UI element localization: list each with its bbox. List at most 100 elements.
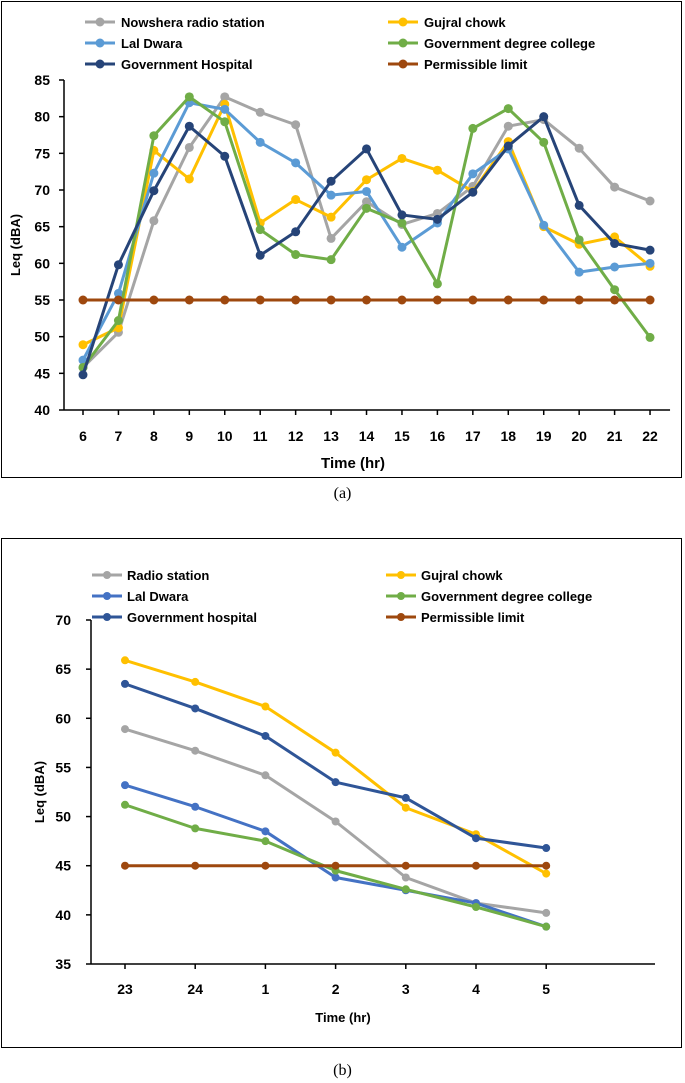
chart-a-series-government-degree-college-point <box>326 255 336 265</box>
chart-b-legend-item-radio-station: Radio station <box>92 568 209 583</box>
chart-b-series-permissible-limit-point <box>191 861 200 870</box>
chart-b-x-tick-label: 5 <box>542 981 550 997</box>
chart-a-series-nowshera-radio-station-point <box>326 233 336 243</box>
chart-b-x-tick-label: 23 <box>117 981 133 997</box>
chart-b-y-tick-label: 70 <box>55 612 71 628</box>
chart-b-y-tick-label: 35 <box>55 956 71 972</box>
chart-b-legend-label: Government hospital <box>127 610 257 625</box>
chart-b-y-tick-label: 50 <box>55 809 71 825</box>
chart-a-series-government-degree-college-point <box>574 235 584 245</box>
chart-a-series-lal-dwara-point <box>255 137 265 147</box>
chart-a-y-tick-label: 65 <box>34 219 50 235</box>
chart-a-series-permissible-limit <box>78 295 655 305</box>
chart-b-series-lal-dwara-point <box>331 873 340 882</box>
chart-a-legend-item-government-degree-college: Government degree college <box>388 36 595 51</box>
chart-b-series-government-degree-college-point <box>191 824 200 833</box>
chart-a-legend-label: Government degree college <box>424 36 595 51</box>
chart-a-x-tick-label: 12 <box>288 428 304 444</box>
chart-a-legend-item-lal-dwara: Lal Dwara <box>85 36 183 51</box>
chart-a-x-axis-label: Time (hr) <box>321 455 385 472</box>
chart-b-caption: (b) <box>333 1062 352 1079</box>
chart-a-series-permissible-limit-point <box>78 295 88 305</box>
chart-b-x-axis-label: Time (hr) <box>315 1010 370 1025</box>
chart-a-series-government-hospital-point <box>220 151 230 161</box>
chart-a-series-government-degree-college-point <box>220 117 230 127</box>
chart-b-series-lal-dwara-point <box>191 802 200 811</box>
chart-a-series-nowshera-radio-station-point <box>645 196 655 206</box>
chart-a-series-government-hospital <box>78 112 655 380</box>
chart-b-series-lal-dwara-point <box>121 781 129 790</box>
chart-a-y-tick-label: 75 <box>34 145 50 161</box>
chart-b-series-permissible-limit-point <box>542 861 551 870</box>
chart-a-y-tick-label: 40 <box>34 402 50 418</box>
chart-a-series-government-degree-college <box>78 92 655 372</box>
chart-a-series-government-hospital-point <box>113 260 123 270</box>
chart-a-series-lal-dwara-point <box>610 262 620 272</box>
chart-a-series-nowshera-radio-station-point <box>503 121 513 131</box>
chart-b-series-government-hospital <box>121 679 551 853</box>
chart-a-series-permissible-limit-point <box>220 295 230 305</box>
chart-a-series-government-degree-college-point <box>503 104 513 114</box>
chart-b-series-permissible-limit-point <box>401 861 410 870</box>
chart-a-series-gujral-chowk-point <box>362 175 372 185</box>
chart-b-legend-swatch-marker <box>103 571 111 579</box>
chart-b-series-government-hospital-point <box>401 793 410 802</box>
chart-b-y-tick-label: 60 <box>55 710 71 726</box>
chart-b-series-permissible-limit-point <box>331 861 340 870</box>
chart-b-series-permissible-limit-point <box>261 861 270 870</box>
chart-a-series-lal-dwara-point <box>291 158 301 168</box>
chart-a-series-gujral-chowk-point <box>78 340 88 350</box>
chart-b-legend-label: Government degree college <box>421 589 592 604</box>
chart-b-series-radio-station-point <box>542 908 551 917</box>
chart-b-legend-swatch-marker <box>397 592 405 600</box>
chart-a-series-government-degree-college-point <box>645 332 655 342</box>
chart-b-series-permissible-limit <box>121 861 551 870</box>
chart-a-legend-swatch-marker <box>95 59 105 69</box>
chart-a-x-tick-label: 18 <box>500 428 516 444</box>
chart-a-series-permissible-limit-point <box>149 295 159 305</box>
chart-a-x-tick-label: 21 <box>607 428 623 444</box>
chart-a-y-axis-label: Leq (dBA) <box>8 214 23 276</box>
chart-a-series-government-hospital-point <box>326 176 336 186</box>
chart-a-x-tick-label: 16 <box>430 428 446 444</box>
chart-b-legend-label: Radio station <box>127 568 209 583</box>
chart-a-series-lal-dwara-point <box>113 288 123 298</box>
chart-b-legend-swatch-marker <box>103 592 111 600</box>
chart-b-series-government-degree-college-point <box>542 922 551 931</box>
chart-a-series-government-hospital-point <box>432 214 442 224</box>
chart-a-series-government-hospital-point <box>645 245 655 255</box>
chart-a-series-lal-dwara-point <box>362 186 372 196</box>
chart-a-series-lal-dwara-point <box>149 168 159 178</box>
chart-b-series-government-degree-college <box>121 800 551 931</box>
chart-b-series-gujral-chowk-point <box>121 656 129 665</box>
chart-a-series-permissible-limit-point <box>503 295 513 305</box>
chart-a-series-lal-dwara-point <box>468 169 478 179</box>
chart-a-series-government-hospital-point <box>468 187 478 197</box>
chart-a-x-tick-label: 14 <box>359 428 375 444</box>
chart-a-series-permissible-limit-point <box>610 295 620 305</box>
chart-a-series-government-hospital-point <box>539 112 549 122</box>
chart-b-legend-label: Permissible limit <box>421 610 525 625</box>
chart-b-x-tick-label: 4 <box>472 981 480 997</box>
chart-a-series-government-degree-college-point <box>432 279 442 289</box>
chart-b-series-gujral-chowk-point <box>191 677 200 686</box>
chart-a-series-gujral-chowk-point <box>326 212 336 222</box>
chart-b-legend-swatch-marker <box>103 613 111 621</box>
chart-b-series-lal-dwara-line <box>124 783 547 929</box>
chart-a-series-permissible-limit-point <box>184 295 194 305</box>
chart-b-series-radio-station-point <box>121 725 129 734</box>
chart-b-legend-label: Lal Dwara <box>127 589 189 604</box>
chart-a-series-nowshera-radio-station-point <box>362 197 372 207</box>
chart-a-series-nowshera-radio-station-point <box>291 120 301 130</box>
chart-a-legend-swatch-marker <box>95 17 105 27</box>
chart-b-series-government-degree-college-point <box>261 837 270 846</box>
chart-a-series-nowshera-radio-station-point <box>220 92 230 102</box>
chart-a-series-lal-dwara-point <box>326 190 336 200</box>
chart-a-series-government-hospital-point <box>574 200 584 210</box>
chart-a-legend-item-permissible-limit: Permissible limit <box>388 57 528 72</box>
chart-b-series-gujral-chowk-point <box>331 748 340 757</box>
chart-a-series-permissible-limit-point <box>432 295 442 305</box>
chart-a-series-nowshera-radio-station-point <box>149 216 159 226</box>
chart-a-legend-swatch-marker <box>398 17 408 27</box>
chart-a-series-government-degree-college-point <box>149 131 159 141</box>
